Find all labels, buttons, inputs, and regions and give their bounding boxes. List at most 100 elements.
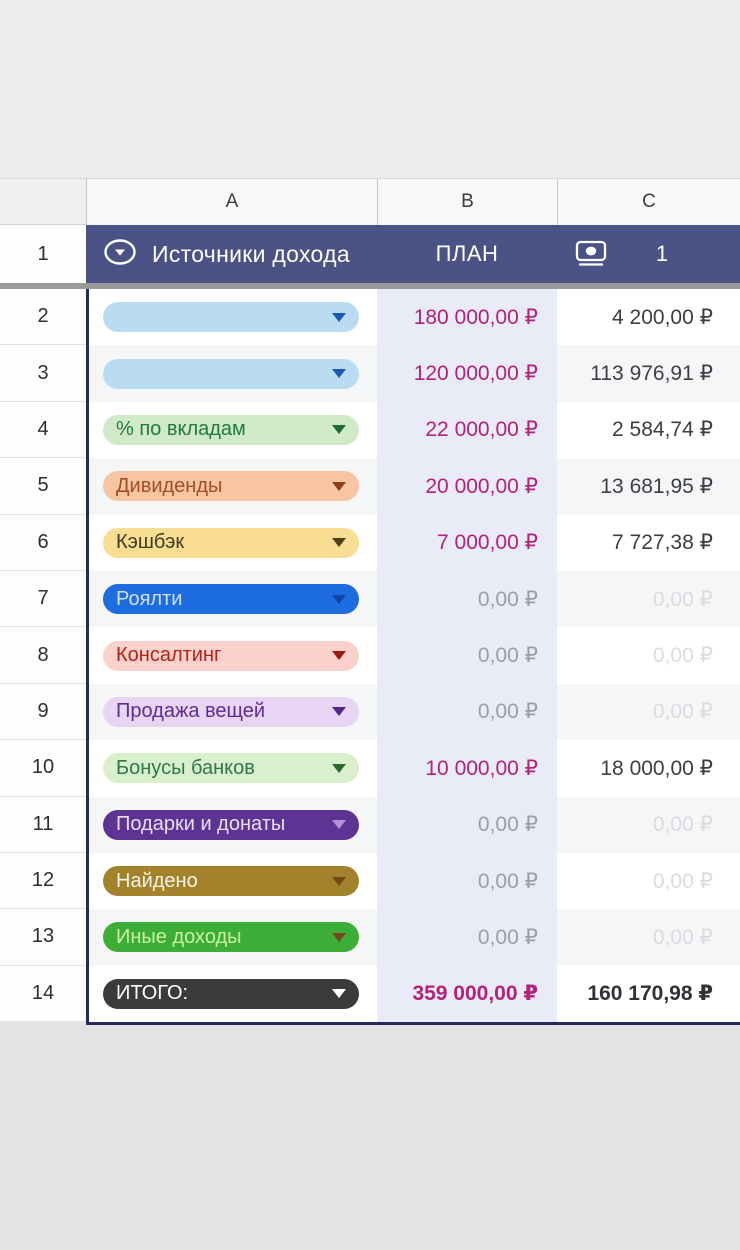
- plan-value: 0,00 ₽: [477, 587, 538, 611]
- row-number[interactable]: 12: [0, 852, 86, 910]
- row-number[interactable]: 8: [0, 627, 86, 684]
- plan-cell[interactable]: 0,00 ₽: [377, 852, 557, 910]
- category-label: Дивиденды: [116, 474, 223, 497]
- table-row-total: 14 ИТОГО: 359 000,00 ₽ 160 170,98 ₽: [0, 965, 740, 1023]
- category-chip[interactable]: Кэшбэк: [103, 527, 359, 558]
- row-number[interactable]: 11: [0, 796, 86, 853]
- table-header-row: 1 Источники дохода ПЛАН: [0, 225, 740, 283]
- fact-cell[interactable]: 160 170,98 ₽: [557, 965, 740, 1023]
- category-cell[interactable]: Иные доходы: [86, 909, 377, 966]
- row-number[interactable]: 6: [0, 514, 86, 571]
- table-row: 13 Иные доходы 0,00 ₽ 0,00 ₽: [0, 909, 740, 966]
- category-chip[interactable]: Продажа вещей: [103, 696, 359, 727]
- fact-cell[interactable]: 0,00 ₽: [557, 909, 740, 966]
- category-chip[interactable]: Консалтинг: [103, 640, 359, 671]
- category-cell[interactable]: [86, 289, 377, 346]
- fact-value: 0,00 ₽: [652, 700, 713, 724]
- column-header-b[interactable]: B: [377, 179, 557, 225]
- fact-cell[interactable]: 13 681,95 ₽: [557, 458, 740, 515]
- fact-cell[interactable]: 113 976,91 ₽: [557, 345, 740, 402]
- table-row: 12 Найдено 0,00 ₽ 0,00 ₽: [0, 852, 740, 910]
- column-header-row: A B C: [0, 178, 740, 225]
- chevron-down-icon: [332, 763, 346, 773]
- fact-value: 0,00 ₽: [652, 925, 713, 949]
- blank-top-area: [0, 0, 740, 178]
- category-cell[interactable]: Подарки и донаты: [86, 796, 377, 853]
- fact-value: 2 584,74 ₽: [612, 418, 713, 442]
- chevron-down-icon: [332, 876, 346, 886]
- category-chip[interactable]: [103, 302, 359, 333]
- fact-cell[interactable]: 4 200,00 ₽: [557, 289, 740, 346]
- category-cell[interactable]: Роялти: [86, 570, 377, 628]
- table-row: 8 Консалтинг 0,00 ₽ 0,00 ₽: [0, 627, 740, 684]
- data-rows: 2 180 000,00 ₽ 4 200,00 ₽ 3: [0, 289, 740, 1023]
- row-number[interactable]: 1: [0, 225, 86, 283]
- category-cell[interactable]: ИТОГО:: [86, 965, 377, 1023]
- circle-chevron-down-icon[interactable]: [103, 238, 137, 271]
- plan-cell[interactable]: 120 000,00 ₽: [377, 345, 557, 402]
- fact-cell[interactable]: 2 584,74 ₽: [557, 401, 740, 459]
- plan-cell[interactable]: 22 000,00 ₽: [377, 401, 557, 459]
- plan-cell[interactable]: 0,00 ₽: [377, 570, 557, 628]
- fact-value: 18 000,00 ₽: [600, 756, 713, 780]
- category-cell[interactable]: Бонусы банков: [86, 740, 377, 797]
- category-chip[interactable]: Иные доходы: [103, 922, 359, 953]
- plan-cell[interactable]: 7 000,00 ₽: [377, 514, 557, 571]
- category-cell[interactable]: Консалтинг: [86, 627, 377, 684]
- category-chip[interactable]: % по вкладам: [103, 414, 359, 445]
- category-cell[interactable]: Кэшбэк: [86, 514, 377, 571]
- category-label: % по вкладам: [116, 418, 246, 441]
- plan-value: 0,00 ₽: [477, 700, 538, 724]
- row-number[interactable]: 7: [0, 570, 86, 628]
- header-merged-cell[interactable]: Источники дохода ПЛАН 1: [86, 225, 740, 283]
- plan-cell[interactable]: 0,00 ₽: [377, 683, 557, 741]
- banknote-icon: [575, 240, 607, 272]
- category-chip[interactable]: Дивиденды: [103, 471, 359, 502]
- grid-corner-cell[interactable]: [0, 179, 86, 225]
- category-chip[interactable]: Бонусы банков: [103, 753, 359, 784]
- category-chip[interactable]: Найдено: [103, 866, 359, 897]
- category-cell[interactable]: Продажа вещей: [86, 683, 377, 741]
- row-number[interactable]: 5: [0, 458, 86, 515]
- period-number: 1: [655, 241, 669, 266]
- fact-value: 0,00 ₽: [652, 587, 713, 611]
- row-number[interactable]: 10: [0, 740, 86, 797]
- category-cell[interactable]: Найдено: [86, 852, 377, 910]
- row-number[interactable]: 3: [0, 345, 86, 402]
- column-header-a[interactable]: A: [86, 179, 377, 225]
- fact-cell[interactable]: 7 727,38 ₽: [557, 514, 740, 571]
- row-number[interactable]: 2: [0, 289, 86, 346]
- category-cell[interactable]: [86, 345, 377, 402]
- category-chip[interactable]: ИТОГО:: [103, 978, 359, 1009]
- plan-cell[interactable]: 0,00 ₽: [377, 627, 557, 684]
- category-chip[interactable]: Роялти: [103, 584, 359, 615]
- fact-cell[interactable]: 0,00 ₽: [557, 683, 740, 741]
- plan-cell[interactable]: 0,00 ₽: [377, 909, 557, 966]
- fact-cell[interactable]: 18 000,00 ₽: [557, 740, 740, 797]
- plan-cell[interactable]: 0,00 ₽: [377, 796, 557, 853]
- plan-cell[interactable]: 10 000,00 ₽: [377, 740, 557, 797]
- plan-cell[interactable]: 359 000,00 ₽: [377, 965, 557, 1023]
- row-number[interactable]: 13: [0, 909, 86, 966]
- category-chip[interactable]: Подарки и донаты: [103, 809, 359, 840]
- table-row: 3 120 000,00 ₽ 113 976,91 ₽: [0, 345, 740, 402]
- fact-cell[interactable]: 0,00 ₽: [557, 852, 740, 910]
- fact-cell[interactable]: 0,00 ₽: [557, 627, 740, 684]
- row-number[interactable]: 14: [0, 965, 86, 1023]
- row-number[interactable]: 9: [0, 683, 86, 741]
- row-number[interactable]: 4: [0, 401, 86, 459]
- fact-cell[interactable]: 0,00 ₽: [557, 796, 740, 853]
- category-cell[interactable]: Дивиденды: [86, 458, 377, 515]
- plan-cell[interactable]: 180 000,00 ₽: [377, 289, 557, 346]
- category-chip[interactable]: [103, 358, 359, 389]
- table-row: 7 Роялти 0,00 ₽ 0,00 ₽: [0, 570, 740, 628]
- column-header-c[interactable]: C: [557, 179, 740, 225]
- plan-value: 359 000,00 ₽: [412, 982, 538, 1006]
- plan-value: 120 000,00 ₽: [413, 362, 538, 386]
- table-row: 9 Продажа вещей 0,00 ₽ 0,00 ₽: [0, 683, 740, 741]
- plan-cell[interactable]: 20 000,00 ₽: [377, 458, 557, 515]
- category-cell[interactable]: % по вкладам: [86, 401, 377, 459]
- fact-cell[interactable]: 0,00 ₽: [557, 570, 740, 628]
- plan-value: 0,00 ₽: [477, 925, 538, 949]
